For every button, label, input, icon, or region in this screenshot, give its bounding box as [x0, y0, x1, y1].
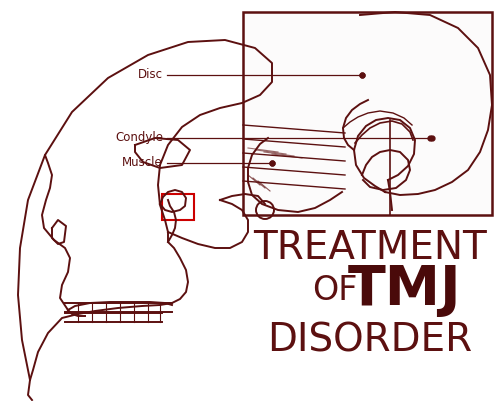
Text: Condyle: Condyle: [115, 132, 163, 144]
Bar: [162, 194, 194, 220]
Bar: [243, 12, 492, 215]
Text: TMJ: TMJ: [348, 263, 462, 317]
Text: OF: OF: [312, 273, 358, 306]
Text: TREATMENT: TREATMENT: [253, 229, 487, 267]
Bar: [243, 12, 492, 215]
Text: Disc: Disc: [138, 69, 163, 81]
Text: DISORDER: DISORDER: [268, 321, 472, 359]
Text: Muscle: Muscle: [122, 156, 163, 170]
